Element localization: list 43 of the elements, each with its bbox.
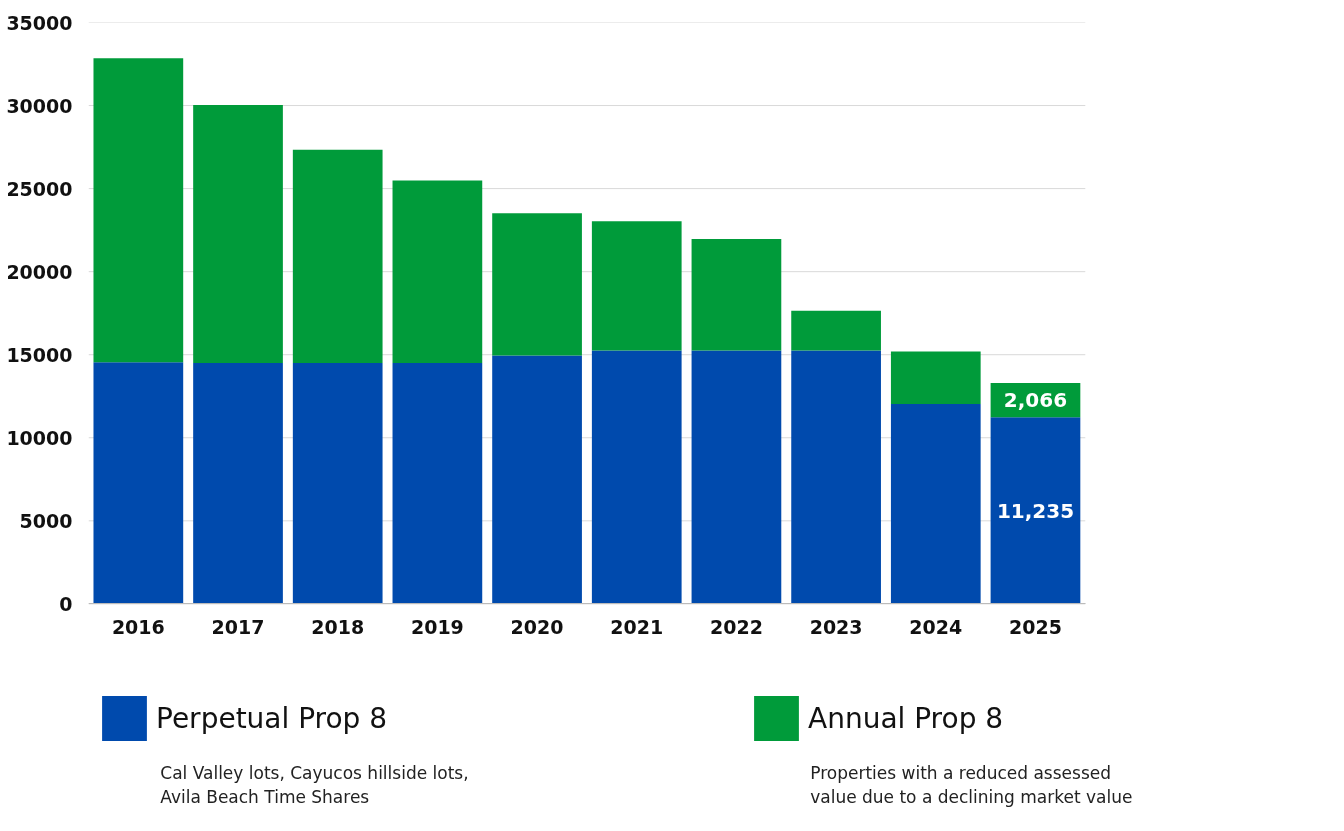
data-label: 2,066	[1003, 388, 1068, 413]
bar	[791, 310, 881, 351]
bar	[890, 404, 981, 604]
x-tick-label: 2017	[211, 615, 265, 638]
y-tick-label: 30000	[6, 94, 73, 117]
bar	[193, 363, 283, 604]
x-tick-label: 2019	[410, 615, 464, 638]
y-tick-label: 35000	[6, 11, 73, 34]
legend-label: Perpetual Prop 8	[156, 700, 389, 737]
y-tick-label: 25000	[6, 177, 73, 200]
bar	[591, 350, 682, 604]
y-tick-label: 15000	[6, 343, 73, 366]
bar	[93, 58, 184, 363]
x-tick-label: 2021	[610, 615, 664, 638]
x-tick-label: 2023	[809, 615, 863, 638]
x-tick-label: 2024	[909, 615, 963, 638]
bar	[292, 363, 383, 604]
x-tick-label: 2016	[111, 615, 165, 638]
bar	[392, 363, 483, 604]
bar	[791, 350, 881, 604]
bar	[93, 362, 184, 604]
bar	[492, 355, 582, 604]
x-tick-label: 2018	[311, 615, 365, 638]
bar	[691, 239, 782, 351]
y-tick-label: 10000	[6, 426, 73, 449]
legend-label: Annual Prop 8	[808, 700, 1005, 737]
bar	[890, 351, 981, 405]
bar	[591, 221, 682, 351]
y-tick-label: 20000	[6, 260, 73, 283]
bar	[492, 213, 582, 356]
y-tick-label: 5000	[19, 509, 73, 532]
bar	[292, 149, 383, 364]
text: Properties with a reduced assessed value due to a declining market value	[810, 762, 1133, 807]
bar	[193, 105, 283, 364]
x-tick-label: 2025	[1009, 615, 1062, 638]
bar	[691, 350, 782, 604]
bar	[392, 180, 483, 364]
data-label: 11,235	[996, 498, 1075, 523]
text: Cal Valley lots, Cayucos hillside lots, Avila Beach Time Shares	[160, 762, 469, 807]
bar	[990, 417, 1081, 604]
x-tick-label: 2022	[709, 615, 763, 638]
y-tick-label: 0	[59, 592, 73, 615]
x-tick-label: 2020	[510, 615, 564, 638]
